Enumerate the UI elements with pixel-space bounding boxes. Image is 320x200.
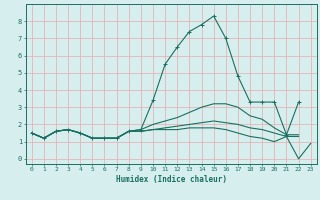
X-axis label: Humidex (Indice chaleur): Humidex (Indice chaleur) [116, 175, 227, 184]
